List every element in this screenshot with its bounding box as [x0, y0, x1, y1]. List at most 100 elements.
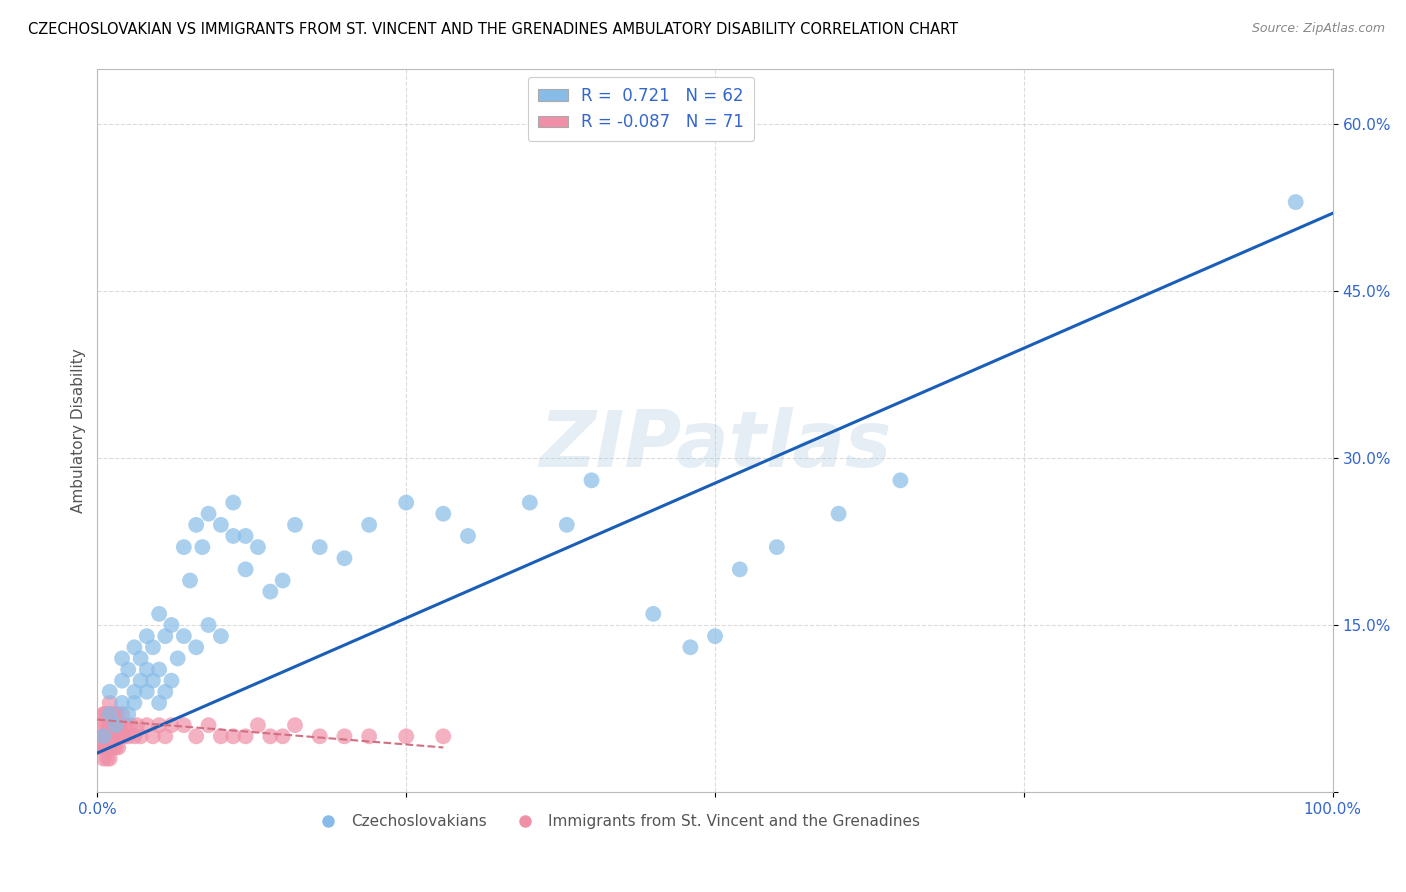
Point — [98, 685, 121, 699]
Point — [186, 517, 208, 532]
Point — [308, 729, 330, 743]
Point — [104, 740, 127, 755]
Point — [93, 740, 115, 755]
Point — [98, 751, 121, 765]
Point — [148, 663, 170, 677]
Point — [197, 718, 219, 732]
Point — [432, 729, 454, 743]
Point — [222, 495, 245, 509]
Point — [142, 640, 165, 655]
Point — [432, 507, 454, 521]
Point — [827, 507, 849, 521]
Point — [209, 729, 232, 743]
Point — [186, 729, 208, 743]
Point — [107, 718, 129, 732]
Point — [105, 729, 128, 743]
Point — [117, 707, 139, 722]
Point — [91, 718, 114, 732]
Point — [100, 740, 122, 755]
Point — [111, 696, 134, 710]
Point — [111, 651, 134, 665]
Point — [271, 729, 294, 743]
Text: ZIPatlas: ZIPatlas — [538, 407, 891, 483]
Point — [148, 718, 170, 732]
Point — [519, 495, 541, 509]
Point — [104, 729, 127, 743]
Point — [114, 729, 136, 743]
Point — [93, 729, 115, 743]
Y-axis label: Ambulatory Disability: Ambulatory Disability — [72, 348, 86, 513]
Point — [259, 729, 281, 743]
Point — [120, 718, 142, 732]
Point — [100, 718, 122, 732]
Point — [93, 729, 115, 743]
Point — [124, 640, 146, 655]
Point — [284, 517, 307, 532]
Point — [135, 663, 157, 677]
Point — [129, 729, 152, 743]
Point — [889, 473, 911, 487]
Point — [148, 696, 170, 710]
Point — [271, 574, 294, 588]
Point — [333, 551, 356, 566]
Point — [94, 718, 117, 732]
Point — [246, 540, 269, 554]
Point — [160, 718, 183, 732]
Point — [93, 707, 115, 722]
Point — [209, 629, 232, 643]
Point — [135, 685, 157, 699]
Point — [129, 673, 152, 688]
Point — [94, 707, 117, 722]
Point — [96, 751, 118, 765]
Point — [135, 629, 157, 643]
Point — [728, 562, 751, 576]
Point — [96, 740, 118, 755]
Point — [457, 529, 479, 543]
Legend: Czechoslovakians, Immigrants from St. Vincent and the Grenadines: Czechoslovakians, Immigrants from St. Vi… — [307, 808, 927, 835]
Point — [173, 718, 195, 732]
Point — [124, 729, 146, 743]
Point — [96, 729, 118, 743]
Point — [98, 740, 121, 755]
Point — [235, 562, 257, 576]
Point — [98, 696, 121, 710]
Point — [91, 729, 114, 743]
Point — [94, 740, 117, 755]
Point — [155, 729, 177, 743]
Point — [235, 729, 257, 743]
Point — [107, 740, 129, 755]
Point — [191, 540, 214, 554]
Point — [197, 618, 219, 632]
Point — [155, 685, 177, 699]
Point — [766, 540, 789, 554]
Point — [104, 707, 127, 722]
Point — [160, 618, 183, 632]
Point — [117, 663, 139, 677]
Point — [94, 740, 117, 755]
Point — [124, 696, 146, 710]
Point — [142, 729, 165, 743]
Point — [142, 673, 165, 688]
Point — [209, 517, 232, 532]
Point — [704, 629, 727, 643]
Point — [105, 707, 128, 722]
Point — [97, 740, 120, 755]
Point — [104, 707, 127, 722]
Point — [1285, 195, 1308, 210]
Point — [125, 718, 148, 732]
Point — [129, 651, 152, 665]
Point — [166, 651, 188, 665]
Point — [98, 707, 121, 722]
Point — [103, 740, 125, 755]
Point — [359, 517, 381, 532]
Point — [246, 718, 269, 732]
Point — [179, 574, 201, 588]
Point — [173, 540, 195, 554]
Point — [111, 673, 134, 688]
Point — [173, 629, 195, 643]
Point — [104, 729, 127, 743]
Point — [94, 729, 117, 743]
Point — [284, 718, 307, 732]
Point — [117, 729, 139, 743]
Point — [111, 729, 134, 743]
